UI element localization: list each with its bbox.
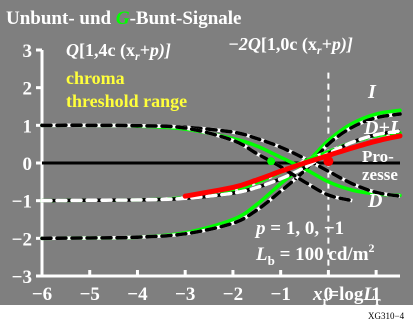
curve-label-d: D — [367, 190, 382, 212]
y-tick-label: −1 — [12, 192, 32, 213]
curve-label-i: I — [367, 81, 377, 103]
x-tick-label: −3 — [175, 284, 195, 305]
curve-label-d-plus-i: D+I — [363, 117, 399, 139]
series-group — [40, 108, 403, 241]
series-line — [40, 129, 402, 203]
origin-marker — [323, 156, 334, 167]
x-tick-label: 0 — [324, 284, 334, 305]
y-tick-label: 2 — [23, 79, 33, 100]
y-tick-label: 3 — [23, 41, 33, 62]
threshold-range-label: threshold range — [66, 91, 187, 111]
y-tick-label: 1 — [23, 116, 33, 137]
x-tick-label: −1 — [271, 284, 291, 305]
x-tick-label: −6 — [32, 284, 52, 305]
y-tick-label: 0 — [23, 154, 33, 175]
x-tick-label: −2 — [223, 284, 243, 305]
x-tick-label: −5 — [80, 284, 100, 305]
series-line — [182, 133, 403, 199]
x-tick-label: −4 — [127, 284, 148, 305]
series-line — [40, 112, 402, 241]
chart-title: Unbunt- und G-Bunt-Signale — [6, 8, 242, 29]
q-right-formula: −2Q[1,0c (xr+p)] — [228, 34, 353, 57]
footer-code: XG310−4 — [368, 311, 405, 321]
y-tick-label: −2 — [12, 229, 32, 250]
series-line — [40, 123, 355, 203]
prozesse-label-line1: Pro- — [362, 147, 394, 166]
chroma-label: chroma — [66, 68, 125, 88]
x-axis-label: xr=logLr — [312, 284, 381, 308]
crossing-marker — [267, 157, 276, 166]
x-tick-label: 1 — [371, 284, 381, 305]
title-g-letter: G — [116, 8, 130, 29]
footer-background — [0, 305, 413, 325]
prozesse-label-line2: zesse — [362, 165, 398, 184]
p-values-label: p = 1, 0, −1 — [254, 218, 344, 239]
q-left-formula: Q[1,4c (xr+p)] — [66, 40, 171, 63]
luminance-label: Lb = 100 cd/m2 — [255, 241, 375, 268]
y-tick-label: −3 — [12, 267, 32, 288]
